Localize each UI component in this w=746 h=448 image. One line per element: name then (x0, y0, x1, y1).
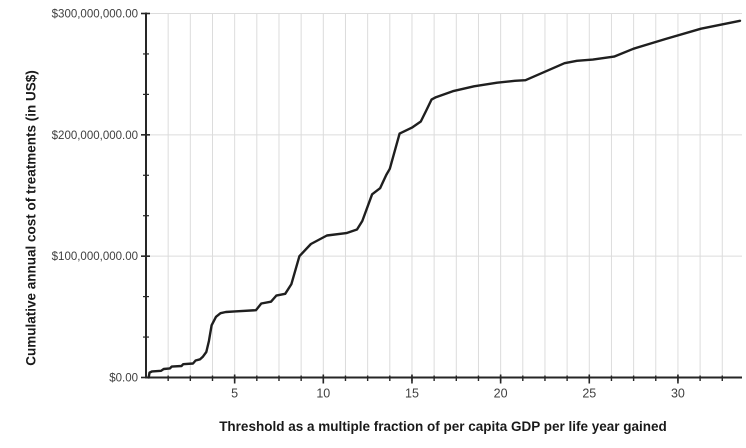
x-axis-title: Threshold as a multiple fraction of per … (219, 419, 667, 434)
x-tick-label: 5 (231, 387, 238, 401)
y-tick-label: $300,000,000.00 (52, 9, 138, 21)
cost-curve-line (147, 19, 742, 379)
y-tick-label: $100,000,000.00 (52, 251, 138, 263)
x-tick-label: 10 (316, 387, 330, 401)
data-series (147, 19, 742, 379)
x-tick-label: 20 (494, 387, 508, 401)
axes (145, 12, 742, 379)
y-axis-title: Cumulative annual cost of treatments (in… (23, 70, 39, 366)
tick-labels: 5 10 15 20 25 30 $0.00 $100,000,000.00 $200,000,… (52, 9, 685, 401)
tick-marks (141, 12, 723, 384)
x-tick-label: 25 (582, 387, 596, 401)
gridlines (146, 13, 742, 378)
x-tick-label: 15 (405, 387, 419, 401)
y-tick-label: $200,000,000.00 (52, 130, 138, 142)
x-tick-label: 30 (671, 387, 685, 401)
y-tick-label: $0.00 (109, 373, 138, 385)
